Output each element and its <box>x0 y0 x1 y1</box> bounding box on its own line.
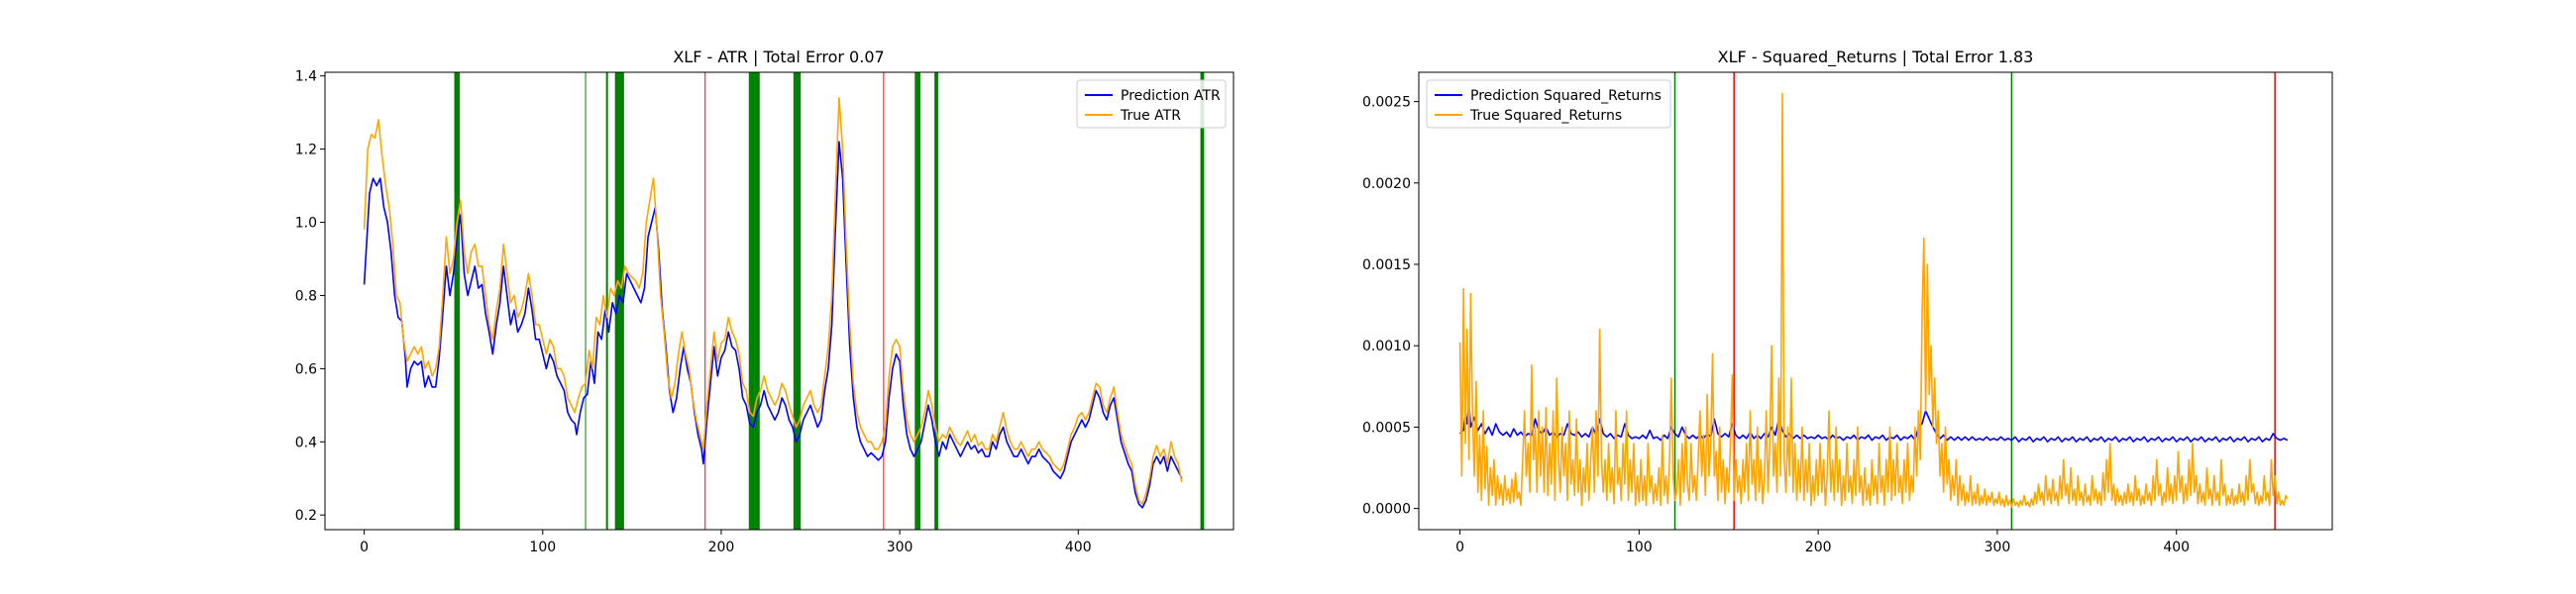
legend: Prediction Squared_Returns True Squared_R… <box>1426 79 1671 129</box>
x-tick-label: 0 <box>1455 540 1464 555</box>
axes-frame <box>324 71 1234 531</box>
legend: Prediction ATR True ATR <box>1076 79 1227 129</box>
y-tick-label: 1.4 <box>295 69 317 85</box>
y-tick-label: 1.2 <box>295 143 317 158</box>
x-tick-label: 200 <box>1805 540 1832 555</box>
y-tick-label: 0.4 <box>295 435 317 450</box>
x-tick-label: 0 <box>360 540 369 555</box>
legend-label: Prediction ATR <box>1121 88 1221 104</box>
y-tick-label: 0.0020 <box>1362 176 1411 192</box>
x-tick-label: 100 <box>529 540 556 555</box>
chart-atr: XLF - ATR | Total Error 0.07 0 100 200 300 4… <box>295 48 1234 555</box>
plot-area <box>363 72 1205 530</box>
y-tick-label: 0.0025 <box>1362 95 1411 111</box>
y-tick-label: 0.8 <box>295 288 317 304</box>
x-tick-label: 300 <box>887 540 913 555</box>
legend-box <box>1076 79 1227 129</box>
series-line <box>1458 92 2289 508</box>
series-line <box>363 97 1183 505</box>
legend-label: True Squared_Returns <box>1469 108 1622 124</box>
legend-box <box>1426 79 1671 129</box>
x-tick-label: 400 <box>2163 540 2190 555</box>
series-line <box>363 141 1183 509</box>
axes-frame <box>1418 71 2333 531</box>
legend-label: Prediction Squared_Returns <box>1470 88 1662 104</box>
x-tick-label: 100 <box>1626 540 1653 555</box>
x-tick-label: 400 <box>1065 540 1092 555</box>
y-tick-label: 0.6 <box>295 361 317 377</box>
y-tick-label: 0.0015 <box>1362 257 1411 273</box>
x-tick-label: 300 <box>1985 540 2011 555</box>
y-tick-label: 0.0005 <box>1362 420 1411 436</box>
y-tick-label: 0.0000 <box>1362 502 1411 518</box>
plot-area <box>1458 72 2289 530</box>
y-tick-label: 0.0010 <box>1362 339 1411 354</box>
chart-title: XLF - Squared_Returns | Total Error 1.83 <box>1718 48 2034 67</box>
x-tick-label: 200 <box>708 540 735 555</box>
y-tick-label: 1.0 <box>295 216 317 232</box>
chart-squared-returns: XLF - Squared_Returns | Total Error 1.83… <box>1362 48 2333 555</box>
legend-label: True ATR <box>1120 108 1181 124</box>
y-tick-label: 0.2 <box>295 508 317 524</box>
chart-title: XLF - ATR | Total Error 0.07 <box>673 48 884 66</box>
